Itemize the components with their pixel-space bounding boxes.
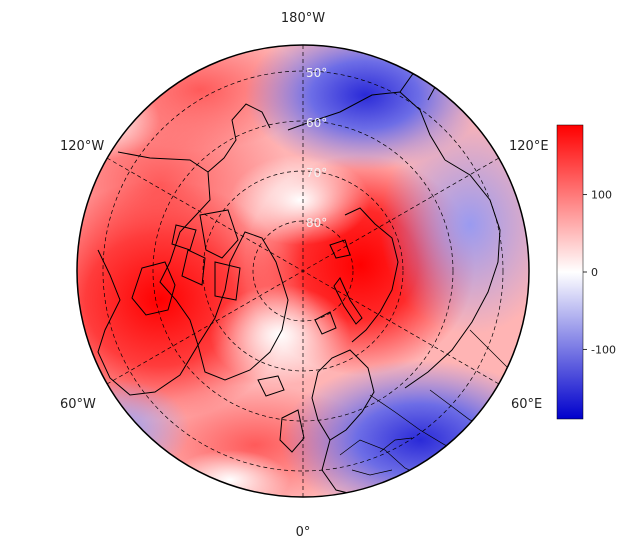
anomaly-field [77,45,529,497]
lon-label-120w: 120°W [60,139,104,154]
map-boundary [76,44,530,498]
colorbar-tick-label: 0 [591,266,598,279]
lon-label-120e: 120°E [509,139,549,154]
colorbar-tick-label: -100 [591,343,616,356]
lon-label-60w: 60°W [60,397,96,412]
lat-label-60: 60° [306,116,327,130]
graticule [102,45,504,497]
lon-label-0: 0° [296,525,311,540]
lon-label-180w: 180°W [281,11,325,26]
colorbar: 100 0 -100 [556,124,616,420]
lat-label-80: 80° [306,216,327,230]
colorbar-tick-label: 100 [591,189,612,202]
lon-label-60e: 60°E [511,397,542,412]
lat-label-70: 70° [306,166,327,180]
lat-label-50: 50° [306,66,327,80]
colorbar-scale [556,124,584,420]
